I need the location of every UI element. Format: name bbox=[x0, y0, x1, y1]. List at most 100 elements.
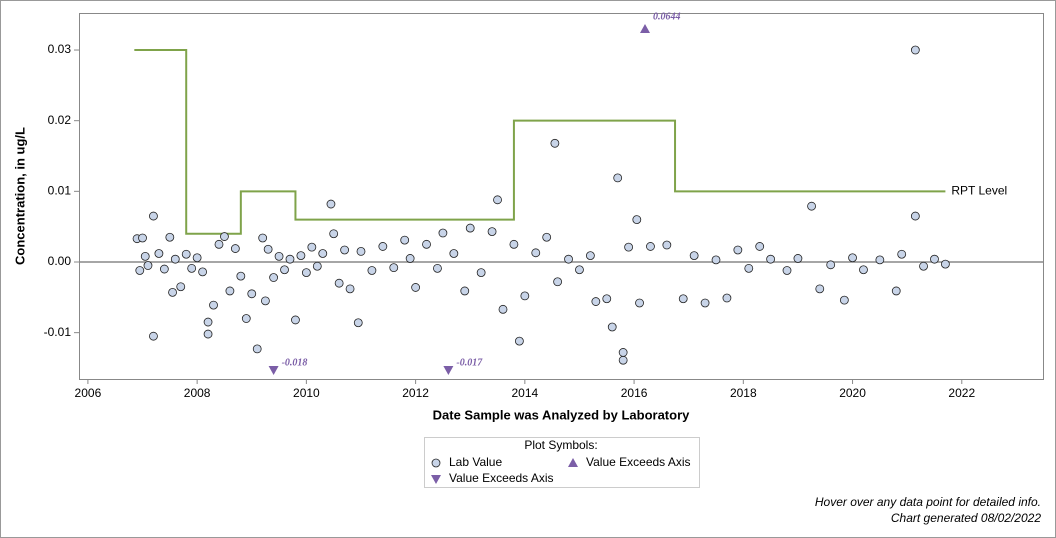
lab-value-point bbox=[301, 268, 311, 277]
exceeds-marker bbox=[268, 366, 279, 375]
lab-value-point bbox=[181, 249, 191, 259]
lab-value-point bbox=[192, 253, 202, 263]
lab-value-point bbox=[919, 261, 928, 271]
lab-value-point bbox=[198, 267, 207, 277]
lab-value-point bbox=[154, 249, 164, 258]
lab-value-point bbox=[312, 261, 322, 271]
x-tick-label: 2020 bbox=[839, 386, 866, 400]
lab-value-point bbox=[274, 251, 284, 261]
legend-label: Value Exceeds Axis bbox=[586, 455, 691, 469]
x-tick-label: 2016 bbox=[621, 386, 648, 400]
legend-label: Lab Value bbox=[449, 455, 502, 469]
x-tick-label: 2008 bbox=[184, 386, 211, 400]
y-tick-label: -0.01 bbox=[44, 325, 72, 339]
legend-symbol bbox=[568, 458, 578, 467]
lab-value-point bbox=[400, 235, 410, 245]
lab-value-point bbox=[807, 201, 816, 211]
legend-title: Plot Symbols: bbox=[524, 438, 597, 452]
y-axis-title: Concentration, in ug/L bbox=[12, 127, 27, 265]
rpt-level-line bbox=[134, 49, 946, 235]
lab-value-point bbox=[542, 232, 552, 242]
lab-value-point bbox=[230, 244, 240, 253]
lab-value-point bbox=[203, 329, 213, 339]
lab-value-point bbox=[236, 271, 246, 281]
y-tick-label: 0.00 bbox=[48, 254, 72, 268]
lab-value-point bbox=[285, 254, 295, 264]
lab-value-point bbox=[135, 266, 145, 275]
lab-value-point bbox=[585, 251, 595, 261]
lab-value-point bbox=[411, 283, 421, 292]
note: Chart generated 08/02/2022 bbox=[891, 511, 1041, 525]
lab-value-point bbox=[910, 211, 920, 221]
lab-value-point bbox=[449, 249, 459, 258]
lab-value-point bbox=[269, 273, 279, 282]
lab-value-point bbox=[733, 245, 743, 255]
lab-value-point bbox=[214, 239, 224, 249]
lab-value-point bbox=[875, 255, 885, 265]
lab-value-point bbox=[367, 266, 377, 275]
lab-value-point bbox=[422, 239, 431, 249]
lab-value-point bbox=[329, 229, 339, 239]
lab-value-point bbox=[159, 264, 169, 274]
lab-value-point bbox=[203, 317, 213, 327]
y-tick-label: 0.02 bbox=[48, 113, 72, 127]
x-tick-label: 2022 bbox=[948, 386, 975, 400]
lab-value-point bbox=[632, 215, 642, 224]
rpt-level-label: RPT Level bbox=[951, 184, 1007, 198]
lab-value-point bbox=[263, 244, 273, 254]
lab-value-point bbox=[613, 173, 623, 183]
lab-value-point bbox=[678, 294, 688, 304]
lab-value-point bbox=[618, 348, 628, 357]
lab-value-point bbox=[940, 259, 950, 269]
x-tick-label: 2018 bbox=[730, 386, 757, 400]
lab-value-point bbox=[859, 265, 868, 275]
lab-value-point bbox=[826, 260, 836, 270]
lab-value-point bbox=[514, 336, 524, 346]
lab-value-point bbox=[607, 322, 617, 332]
x-axis-title: Date Sample was Analyzed by Laboratory bbox=[433, 407, 690, 422]
legend-symbol bbox=[431, 475, 441, 484]
lab-value-point bbox=[378, 242, 388, 251]
y-tick-label: 0.03 bbox=[48, 42, 72, 56]
lab-value-point bbox=[296, 251, 306, 261]
x-tick-label: 2006 bbox=[75, 386, 102, 400]
lab-value-point bbox=[591, 297, 601, 306]
lab-value-point bbox=[766, 254, 776, 264]
exceeds-label: 0.0644 bbox=[653, 11, 681, 22]
lab-value-point bbox=[438, 228, 448, 238]
lab-value-point bbox=[476, 268, 486, 277]
legend-symbol bbox=[431, 458, 441, 468]
lab-value-point bbox=[755, 242, 765, 251]
lab-value-point bbox=[848, 253, 857, 263]
lab-value-point bbox=[689, 251, 699, 261]
lab-value-point bbox=[140, 251, 150, 261]
exceeds-label: -0.018 bbox=[282, 357, 308, 368]
lab-value-point bbox=[635, 298, 644, 308]
lab-value-point bbox=[261, 296, 270, 306]
lab-value-point bbox=[700, 298, 710, 308]
lab-value-point bbox=[465, 223, 475, 233]
lab-value-point bbox=[487, 227, 497, 237]
lab-value-point bbox=[168, 287, 177, 297]
lab-value-point bbox=[187, 263, 197, 273]
lab-value-point bbox=[247, 289, 257, 299]
lab-value-point bbox=[225, 286, 235, 296]
lab-value-point bbox=[460, 286, 470, 296]
lab-value-point bbox=[326, 199, 336, 209]
lab-value-point bbox=[930, 254, 939, 264]
lab-value-point bbox=[722, 293, 732, 303]
lab-value-point bbox=[498, 304, 508, 314]
exceeds-marker bbox=[443, 366, 454, 375]
lab-value-point bbox=[553, 277, 563, 287]
lab-value-point bbox=[793, 254, 803, 263]
lab-value-point bbox=[280, 265, 289, 275]
lab-value-point bbox=[170, 254, 180, 264]
y-tick-label: 0.01 bbox=[48, 184, 72, 198]
x-tick-label: 2012 bbox=[402, 386, 429, 400]
lab-value-point bbox=[897, 249, 907, 259]
lab-value-point bbox=[575, 265, 584, 275]
lab-value-point bbox=[624, 242, 634, 252]
legend-box bbox=[424, 437, 700, 488]
lab-value-point bbox=[307, 242, 317, 252]
